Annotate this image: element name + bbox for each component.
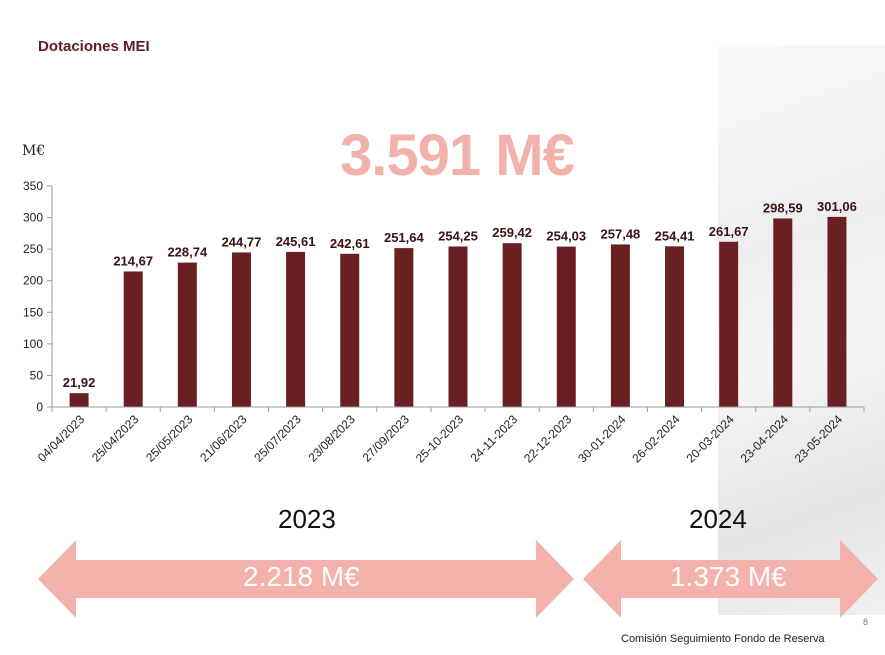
data-label: 251,64 (384, 230, 425, 245)
year-label-2024: 2024 (689, 504, 747, 534)
bar (827, 216, 847, 407)
bar (556, 246, 576, 407)
bar (340, 253, 360, 407)
bar (719, 241, 739, 407)
y-axis: 0 50 100 150 200 250 300 350 (23, 179, 53, 414)
data-label: 259,42 (492, 225, 532, 240)
data-label: 257,48 (601, 226, 641, 241)
arrow-2024 (583, 540, 878, 618)
y-tick-label: 0 (36, 400, 43, 414)
bar (773, 218, 793, 407)
data-label: 301,06 (817, 199, 857, 214)
total-amount: 3.591 M€ (340, 123, 575, 188)
y-tick-label: 100 (23, 337, 43, 351)
bar (394, 248, 414, 407)
bars (69, 216, 847, 407)
data-label: 242,61 (330, 236, 370, 251)
bar (69, 393, 89, 407)
data-label: 21,92 (63, 375, 96, 390)
bar (610, 244, 630, 407)
footer-text: Comisión Seguimiento Fondo de Reserva (621, 633, 825, 645)
data-label: 254,03 (546, 229, 586, 244)
data-label: 228,74 (167, 245, 208, 260)
page-number: 8 (863, 617, 869, 627)
data-labels: 21,92 214,67 228,74 244,77 245,61 242,61 251,6… (63, 199, 857, 390)
arrow-2023 (38, 540, 574, 618)
y-tick-label: 200 (23, 274, 43, 288)
data-label: 244,77 (222, 234, 262, 249)
data-label: 245,61 (276, 234, 316, 249)
bar (286, 251, 306, 407)
y-tick-label: 150 (23, 305, 43, 319)
data-label: 254,25 (438, 228, 478, 243)
data-label: 298,59 (763, 200, 803, 215)
y-tick-label: 300 (23, 211, 43, 225)
data-label: 261,67 (709, 224, 749, 239)
y-axis-unit: M€ (22, 143, 46, 159)
y-tick-label: 350 (23, 179, 43, 193)
y-tick-label: 250 (23, 242, 43, 256)
bar (177, 262, 197, 407)
bar (123, 271, 143, 407)
data-label: 254,41 (655, 228, 695, 243)
year-label-2023: 2023 (278, 504, 336, 534)
data-label: 214,67 (113, 253, 153, 268)
bar (448, 246, 468, 407)
bar (231, 252, 251, 407)
slide-title: Dotaciones MEI (38, 38, 150, 55)
arrow-2024-total: 1.373 M€ (670, 561, 787, 592)
bar (665, 246, 685, 407)
bar (502, 243, 522, 407)
y-tick-label: 50 (30, 368, 44, 382)
background-image (718, 45, 885, 615)
arrow-2023-total: 2.218 M€ (243, 561, 360, 592)
